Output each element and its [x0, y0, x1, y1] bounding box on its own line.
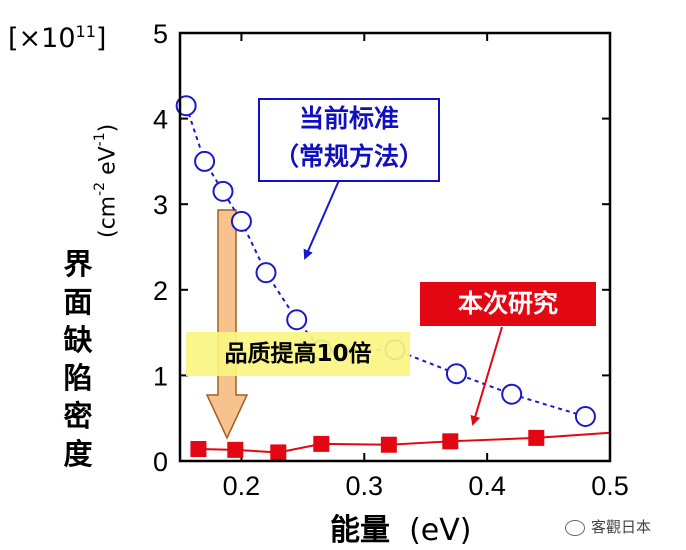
standard-data-point — [574, 405, 596, 427]
standard-data-point — [175, 95, 197, 117]
y-tick-label: 2 — [153, 276, 168, 306]
watermark: 客觀日本 — [565, 516, 651, 537]
y-tick-label: 0 — [153, 447, 168, 477]
y-axis-unit: (cm-2 eV-1) — [92, 123, 121, 238]
y-tick-label: 4 — [153, 105, 168, 135]
standard-data-point — [212, 180, 234, 202]
x-axis-title: 能量 (eV) — [330, 513, 472, 548]
y-axis-char: 度 — [63, 437, 93, 471]
study-data-point — [442, 433, 459, 450]
standard-data-point — [194, 150, 216, 172]
y-scale-label: [×1011] — [8, 22, 107, 54]
standard-callout-line1: 当前标准 — [298, 104, 399, 133]
y-axis-char: 界 — [63, 247, 93, 281]
standard-callout-pointer — [303, 177, 341, 260]
x-tick-label: 0.2 — [223, 471, 261, 501]
x-tick-label: 0.3 — [346, 471, 384, 501]
standard-callout-line2: （常规方法） — [273, 142, 424, 171]
study-data-point — [190, 441, 207, 458]
study-data-point — [528, 429, 545, 446]
study-data-point — [270, 444, 287, 461]
y-axis-title: 界 面 缺 陷 密 度 — [58, 245, 98, 473]
standard-method-callout: 当前标准 （常规方法） — [258, 98, 440, 182]
y-axis-char: 密 — [63, 399, 93, 433]
improvement-callout: 品质提高10倍 — [186, 332, 410, 376]
standard-data-point — [255, 262, 277, 284]
y-tick-label: 1 — [153, 361, 168, 391]
study-data-point — [380, 436, 397, 453]
x-tick-labels: 0.2 0.3 0.4 0.5 — [223, 471, 629, 501]
series-line-study — [198, 431, 611, 454]
standard-data-point — [501, 383, 523, 405]
x-tick-label: 0.4 — [468, 471, 506, 501]
y-tick-labels: 0 1 2 3 4 5 — [153, 19, 168, 477]
callout-pointers — [303, 177, 503, 426]
y-axis-char: 缺 — [63, 323, 93, 357]
y-axis-char: 陷 — [63, 361, 93, 395]
this-study-callout: 本次研究 — [420, 282, 596, 326]
study-callout-pointer — [470, 326, 503, 426]
improvement-arrow — [205, 209, 249, 440]
series-layer — [175, 95, 611, 461]
study-data-point — [227, 441, 244, 458]
y-tick-label: 5 — [153, 19, 168, 49]
y-axis-char: 面 — [63, 285, 93, 319]
standard-data-point — [230, 210, 252, 232]
plot-frame — [178, 31, 612, 463]
standard-data-point — [445, 363, 467, 385]
wechat-icon — [565, 519, 585, 536]
y-tick-label: 3 — [153, 190, 168, 220]
study-data-point — [313, 435, 330, 452]
x-tick-label: 0.5 — [591, 471, 629, 501]
standard-data-point — [286, 309, 308, 331]
improvement-arrow-layer — [205, 209, 249, 440]
